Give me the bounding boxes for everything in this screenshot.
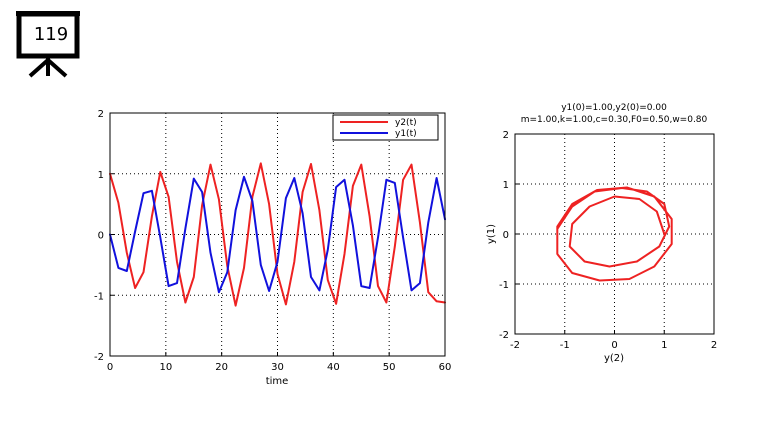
x-tick-label: 1 bbox=[661, 340, 667, 351]
legend-label-y1: y1(t) bbox=[395, 129, 417, 139]
x-tick-label: 0 bbox=[611, 340, 617, 351]
y-tick-label: -1 bbox=[499, 280, 509, 291]
left-legend: y2(t) y1(t) bbox=[332, 114, 439, 141]
slide-number: 119 bbox=[33, 24, 69, 45]
x-tick-label: -2 bbox=[510, 340, 520, 351]
y-tick-label: 2 bbox=[503, 130, 509, 141]
y-tick-label: 1 bbox=[503, 180, 509, 191]
right-series-lines bbox=[556, 186, 673, 282]
right-grid bbox=[514, 133, 715, 335]
y-tick-label: 2 bbox=[98, 109, 104, 120]
x-tick-label: 40 bbox=[327, 362, 340, 373]
legend-label-y2: y2(t) bbox=[395, 118, 417, 128]
right-title: y1(0)=1.00,y2(0)=0.00 bbox=[561, 103, 667, 113]
x-tick-label: -1 bbox=[560, 340, 570, 351]
right-y-tick-labels: 2 1 0 -1 -2 bbox=[499, 130, 509, 341]
left-x-axis-label: time bbox=[266, 376, 289, 387]
x-tick-label: 20 bbox=[215, 362, 228, 373]
right-y-axis-label: y(1) bbox=[486, 224, 497, 244]
y-tick-label: -2 bbox=[499, 330, 509, 341]
right-subtitle: m=1.00,k=1.00,c=0.30,F0=0.50,w=0.80 bbox=[521, 115, 708, 125]
x-tick-label: 10 bbox=[159, 362, 172, 373]
x-tick-label: 30 bbox=[271, 362, 284, 373]
left-x-tick-labels: 0 10 20 30 40 50 60 bbox=[107, 362, 452, 373]
x-tick-label: 2 bbox=[711, 340, 717, 351]
series-line-trajectory bbox=[556, 186, 673, 282]
left-y-tick-labels: 2 1 0 -1 -2 bbox=[94, 109, 104, 363]
x-tick-label: 50 bbox=[383, 362, 396, 373]
y-tick-label: -1 bbox=[94, 291, 104, 302]
x-tick-label: 0 bbox=[107, 362, 113, 373]
right-x-tick-labels: -2 -1 0 1 2 bbox=[510, 340, 717, 351]
y-tick-label: 0 bbox=[98, 231, 104, 242]
left-plot-frame bbox=[109, 112, 446, 357]
right-x-axis-label: y(2) bbox=[604, 353, 624, 364]
right-plot-frame bbox=[514, 133, 715, 335]
y-tick-label: 0 bbox=[503, 230, 509, 241]
y-tick-label: 1 bbox=[98, 170, 104, 181]
left-series-lines bbox=[109, 162, 446, 307]
y-tick-label: -2 bbox=[94, 352, 104, 363]
series-line-y1t bbox=[109, 175, 446, 294]
x-tick-label: 60 bbox=[439, 362, 452, 373]
series-line-y2t bbox=[109, 162, 446, 307]
presentation-board-icon bbox=[16, 11, 80, 78]
